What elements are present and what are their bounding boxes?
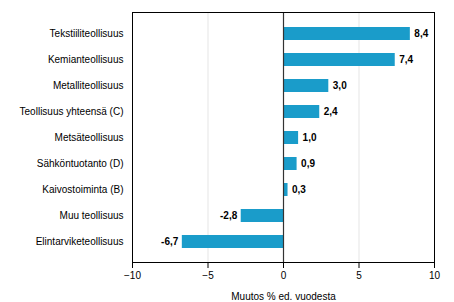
svg-text:0,3: 0,3 — [292, 184, 306, 195]
svg-text:Kaivostoiminta (B): Kaivostoiminta (B) — [42, 184, 123, 195]
svg-text:Muu teollisuus: Muu teollisuus — [60, 210, 124, 221]
svg-text:−10: −10 — [124, 270, 141, 281]
svg-text:0,9: 0,9 — [301, 158, 315, 169]
svg-text:-2,8: -2,8 — [220, 210, 238, 221]
svg-text:Kemianteollisuus: Kemianteollisuus — [48, 54, 124, 65]
svg-text:−5: −5 — [202, 270, 214, 281]
svg-text:-6,7: -6,7 — [161, 236, 179, 247]
svg-text:Teollisuus yhteensä (C): Teollisuus yhteensä (C) — [20, 106, 124, 117]
svg-text:1,0: 1,0 — [303, 132, 317, 143]
svg-text:5: 5 — [356, 270, 362, 281]
svg-text:Elintarviketeollisuus: Elintarviketeollisuus — [36, 236, 124, 247]
svg-text:Metsäteollisuus: Metsäteollisuus — [55, 132, 124, 143]
svg-text:2,4: 2,4 — [324, 106, 338, 117]
svg-text:3,0: 3,0 — [333, 80, 347, 91]
svg-text:10: 10 — [429, 270, 441, 281]
svg-text:Tekstiiliteollisuus: Tekstiiliteollisuus — [50, 28, 124, 39]
svg-text:Muutos % ed. vuodesta: Muutos % ed. vuodesta — [231, 291, 336, 302]
svg-text:Metalliteollisuus: Metalliteollisuus — [53, 80, 124, 91]
svg-text:Sähköntuotanto (D): Sähköntuotanto (D) — [37, 158, 124, 169]
svg-text:8,4: 8,4 — [414, 28, 428, 39]
svg-text:0: 0 — [281, 270, 287, 281]
svg-text:7,4: 7,4 — [399, 54, 413, 65]
